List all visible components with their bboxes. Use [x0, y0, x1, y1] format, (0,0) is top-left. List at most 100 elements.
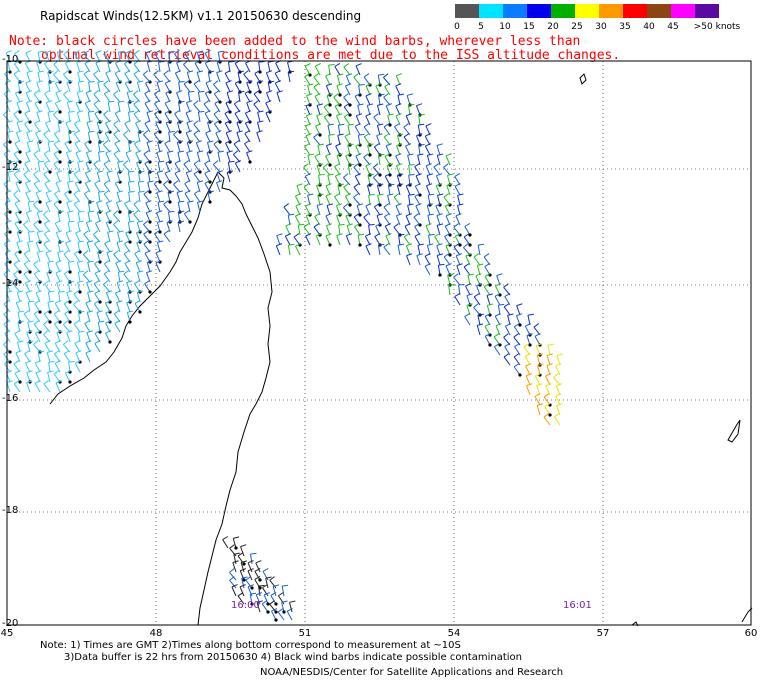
wind-barb: [314, 63, 321, 76]
wind-barb: [523, 343, 531, 356]
wind-barb: [77, 80, 85, 93]
wind-barb: [186, 120, 193, 133]
wind-barb: [555, 383, 563, 396]
wind-barb: [417, 153, 424, 166]
wind-barb: [373, 143, 382, 157]
wind-barb: [513, 353, 521, 366]
wind-barb: [44, 280, 51, 293]
wind-barb: [114, 290, 122, 303]
wind-barb: [454, 233, 462, 247]
wind-barb: [34, 120, 41, 133]
wind-barb: [384, 223, 391, 236]
wind-barb: [37, 70, 44, 83]
wind-barb: [4, 80, 12, 93]
wind-barb: [113, 210, 121, 223]
legend-label: 45: [667, 22, 679, 32]
wind-barb: [116, 240, 123, 253]
wind-barb: [54, 300, 61, 313]
wind-barb: [443, 253, 451, 266]
wind-barb: [64, 140, 71, 153]
wind-barb: [133, 70, 141, 83]
wind-barb: [164, 140, 171, 153]
wind-barb: [323, 113, 331, 126]
wind-barb: [345, 213, 352, 226]
wind-barb: [146, 140, 153, 153]
wind-barb: [174, 160, 181, 173]
wind-barb: [357, 103, 364, 116]
legend-swatch: [671, 4, 695, 18]
wind-barb: [354, 223, 361, 236]
wind-barb: [317, 193, 324, 206]
wind-barb: [336, 233, 343, 246]
wind-barb: [105, 330, 112, 344]
wind-barb: [486, 293, 493, 306]
wind-barb: [26, 70, 33, 83]
wind-barb: [246, 150, 253, 164]
wind-barb: [23, 170, 31, 183]
wind-barb: [117, 270, 125, 283]
wind-barb: [193, 100, 201, 113]
wind-barb: [43, 310, 52, 324]
wind-barb: [86, 120, 93, 133]
wind-barb: [103, 160, 111, 173]
wind-barb: [216, 170, 223, 183]
legend-swatch: [527, 4, 551, 18]
wind-barb: [134, 250, 141, 263]
wind-barb: [465, 283, 472, 296]
wind-barb: [457, 193, 464, 206]
wind-barb: [384, 83, 391, 96]
wind-barb: [87, 290, 94, 303]
wind-barb: [455, 213, 462, 226]
wind-barb: [363, 213, 371, 226]
wind-barb: [325, 143, 333, 156]
wind-barb: [232, 150, 241, 163]
wind-barb: [183, 210, 192, 224]
wind-barb: [144, 90, 151, 103]
wind-barb: [376, 183, 384, 196]
wind-barb: [516, 313, 523, 327]
wind-barb: [43, 230, 51, 243]
wind-barb: [114, 110, 121, 123]
legend-swatch: [695, 4, 719, 18]
wind-barb: [365, 83, 372, 96]
wind-barb: [114, 140, 121, 153]
wind-barb: [443, 163, 451, 176]
wind-barb: [269, 600, 278, 614]
wind-barb: [57, 240, 65, 253]
wind-barb: [137, 130, 144, 143]
wind-barb: [227, 60, 235, 73]
wind-barb: [357, 233, 365, 247]
wind-barb: [395, 213, 403, 226]
wind-barb: [261, 600, 270, 614]
wind-barb: [328, 63, 335, 76]
wind-barb: [177, 220, 185, 233]
wind-barb: [307, 153, 314, 166]
wind-barb: [436, 223, 444, 236]
wind-barb: [365, 163, 372, 177]
wind-barb: [36, 140, 44, 153]
wind-barb: [77, 220, 84, 233]
wind-barb: [427, 213, 434, 226]
wind-barb: [54, 130, 61, 143]
wind-barb: [62, 320, 71, 333]
wind-barb: [94, 340, 101, 353]
wind-barb: [254, 576, 262, 590]
wind-barb: [514, 343, 521, 356]
wind-barb: [245, 60, 252, 73]
wind-barb: [55, 380, 62, 393]
wind-barb: [513, 323, 521, 336]
wind-barb: [27, 300, 35, 313]
wind-barb: [365, 113, 372, 126]
wind-barb: [337, 183, 344, 196]
wind-barb: [153, 70, 161, 83]
wind-barb: [334, 163, 341, 176]
wind-barb: [77, 280, 84, 294]
wind-barb: [244, 110, 252, 124]
wind-barb: [343, 113, 351, 126]
wind-barb: [48, 80, 55, 93]
wind-barb: [336, 113, 343, 126]
wind-barb: [47, 370, 54, 383]
legend-swatch: [599, 4, 623, 18]
wind-barb: [35, 290, 42, 303]
wind-barb: [55, 90, 62, 103]
